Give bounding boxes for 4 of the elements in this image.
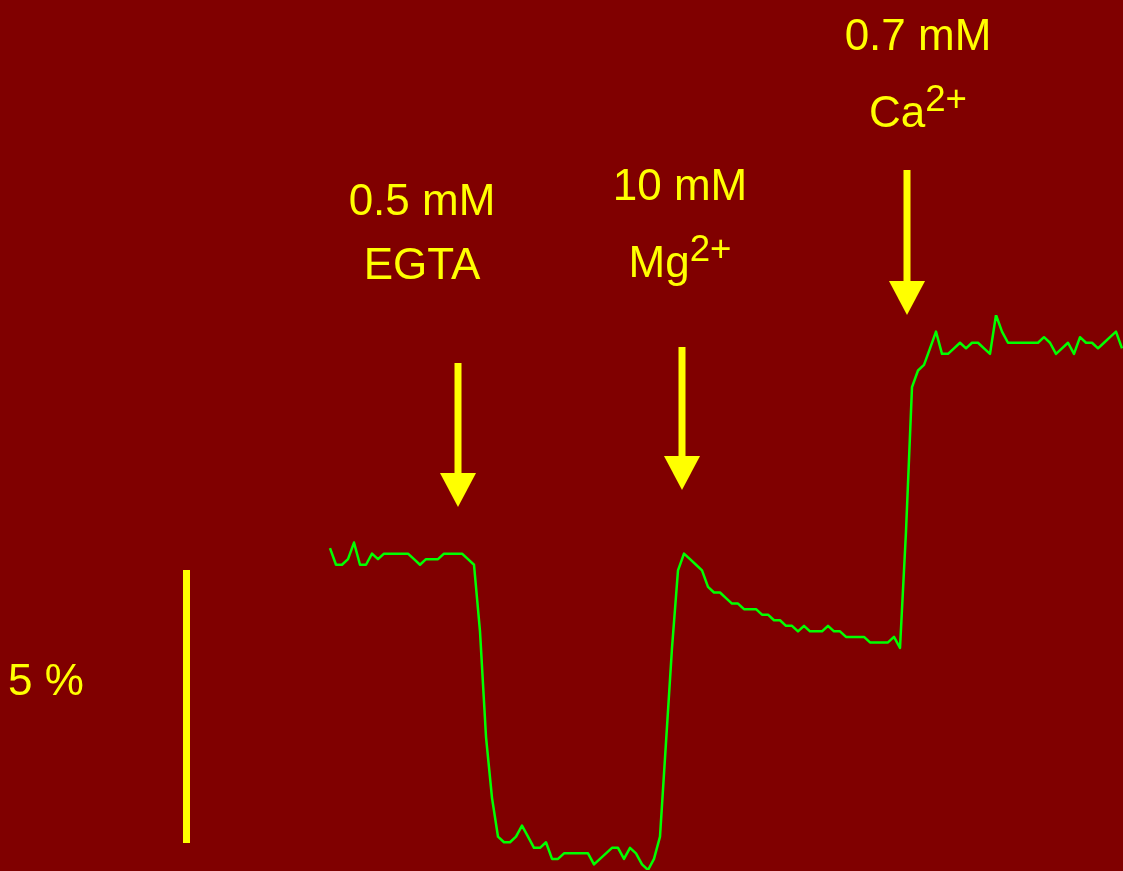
text: 0.5 mM EGTA: [347, 174, 497, 290]
text: 10 mM Mg$^{2+}$: [611, 159, 749, 288]
text: 5 %: [8, 655, 84, 705]
text: 0.7 mM Ca$^{2+}$: [843, 9, 993, 138]
